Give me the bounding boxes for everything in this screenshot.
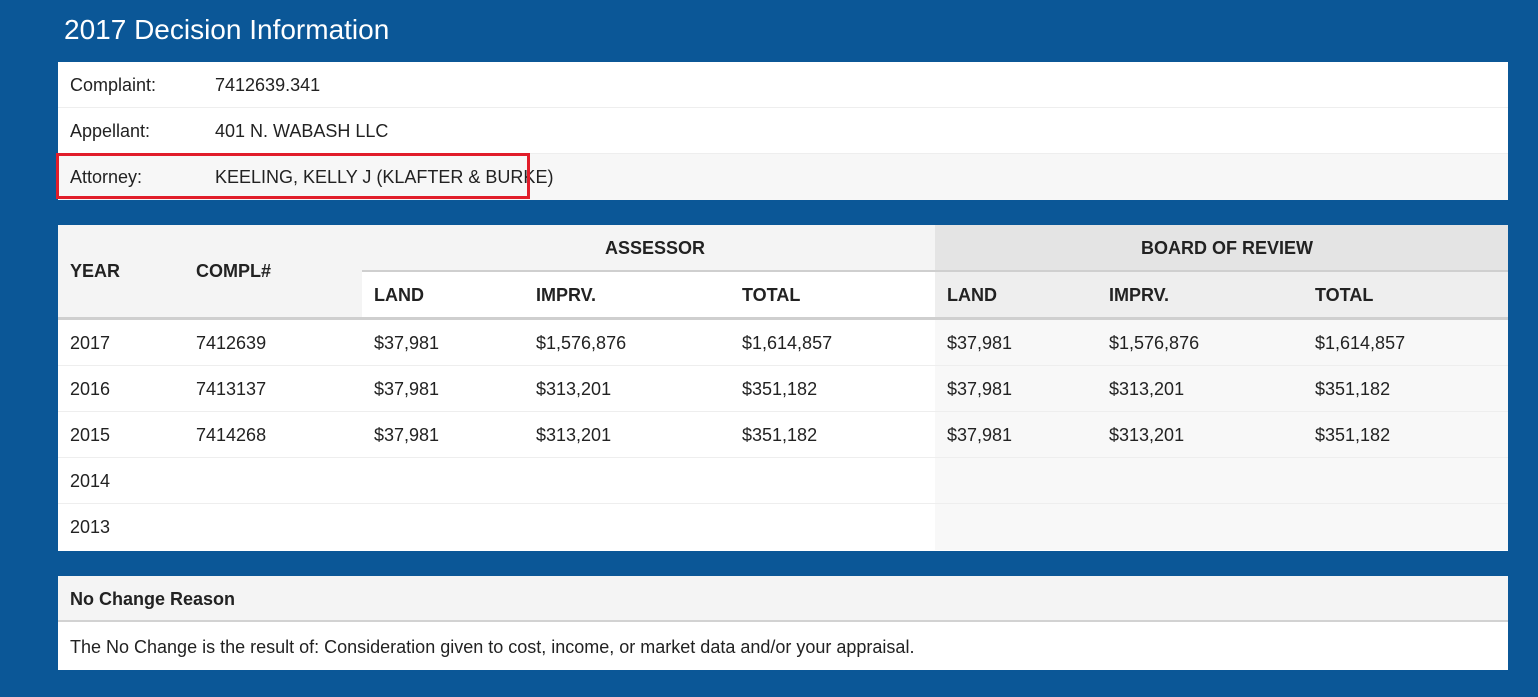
table-cell-year: 2013 [70, 517, 111, 537]
group-header-board-of-review: BOARD OF REVIEW [1141, 238, 1314, 258]
assessor-header-bg [362, 225, 935, 271]
table-cell-b-total: $1,614,857 [1315, 333, 1406, 353]
col-header-bor-land: LAND [947, 285, 997, 305]
bor-cell-bg [935, 366, 1508, 412]
table-cell-a-total: $1,614,857 [742, 333, 833, 353]
table-cell-a-imprv: $313,201 [536, 425, 612, 445]
decision-info-box: Complaint: 7412639.341 Appellant: 401 N.… [56, 62, 1508, 200]
table-cell-b-imprv: $1,576,876 [1109, 333, 1200, 353]
table-cell-a-imprv: $313,201 [536, 379, 612, 399]
table-cell-year: 2017 [70, 333, 111, 353]
header-divider [362, 270, 1508, 272]
complaint-label: Complaint: [70, 75, 157, 95]
table-cell-b-land: $37,981 [947, 425, 1013, 445]
table-cell-a-imprv: $1,576,876 [536, 333, 627, 353]
header-bottom-border [58, 317, 1508, 320]
complaint-row: Complaint: 7412639.341 [58, 62, 1508, 108]
table-cell-compl: 7412639 [196, 333, 267, 353]
table-row [58, 366, 1508, 412]
table-row [58, 458, 1508, 504]
bor-cell-bg [935, 458, 1508, 504]
table-row [58, 504, 1508, 550]
bor-subheader-bg [935, 271, 1508, 318]
attorney-row: Attorney: KEELING, KELLY J (KLAFTER & BU… [56, 153, 1508, 200]
table-cell-year: 2015 [70, 425, 111, 445]
bor-cell-bg [935, 412, 1508, 458]
table-cell-a-land: $37,981 [374, 425, 440, 445]
col-header-year: YEAR [70, 261, 121, 281]
attorney-label: Attorney: [70, 167, 143, 187]
table-cell-b-land: $37,981 [947, 333, 1013, 353]
row-separator [58, 457, 1508, 458]
col-header-assessor-land: LAND [374, 285, 424, 305]
bor-cell-bg [935, 504, 1508, 550]
table-row [58, 412, 1508, 458]
col-header-assessor-total: TOTAL [742, 285, 801, 305]
assessment-table: YEAR COMPL# ASSESSOR BOARD OF REVIEW LAN… [58, 225, 1508, 551]
reason-header-label: No Change Reason [70, 589, 236, 609]
assessor-subheader-bg [362, 271, 935, 318]
table-cell-year: 2014 [70, 471, 111, 491]
reason-header: No Change Reason [58, 576, 1508, 622]
appellant-value: 401 N. WABASH LLC [215, 121, 389, 141]
reason-text: The No Change is the result of: Consider… [70, 637, 915, 657]
bor-cell-bg [935, 320, 1508, 366]
appellant-label: Appellant: [70, 121, 151, 141]
table-cell-compl: 7414268 [196, 425, 267, 445]
col-header-compl: COMPL# [196, 261, 272, 281]
table-cell-a-total: $351,182 [742, 425, 818, 445]
table-cell-a-total: $351,182 [742, 379, 818, 399]
col-header-bor-total: TOTAL [1315, 285, 1374, 305]
no-change-reason-box: No Change Reason The No Change is the re… [58, 576, 1508, 670]
table-cell-a-land: $37,981 [374, 333, 440, 353]
col-header-assessor-imprv: IMPRV. [536, 285, 597, 305]
table-cell-b-total: $351,182 [1315, 379, 1391, 399]
table-cell-year: 2016 [70, 379, 111, 399]
left-header-bg [58, 225, 362, 318]
row-separator [58, 503, 1508, 504]
attorney-value: KEELING, KELLY J (KLAFTER & BURKE) [215, 167, 554, 187]
table-cell-b-imprv: $313,201 [1109, 379, 1185, 399]
table-cell-a-land: $37,981 [374, 379, 440, 399]
table-cell-b-total: $351,182 [1315, 425, 1391, 445]
table-cell-b-land: $37,981 [947, 379, 1013, 399]
page-title: 2017 Decision Information [64, 14, 390, 45]
table-row [58, 320, 1508, 366]
table-cell-b-imprv: $313,201 [1109, 425, 1185, 445]
complaint-value: 7412639.341 [215, 75, 321, 95]
col-header-bor-imprv: IMPRV. [1109, 285, 1170, 305]
appellant-row: Appellant: 401 N. WABASH LLC [58, 108, 1508, 154]
row-separator [58, 365, 1508, 366]
row-separator [58, 411, 1508, 412]
table-cell-compl: 7413137 [196, 379, 267, 399]
group-header-assessor: ASSESSOR [605, 238, 706, 258]
attorney-highlight-box [56, 153, 530, 199]
